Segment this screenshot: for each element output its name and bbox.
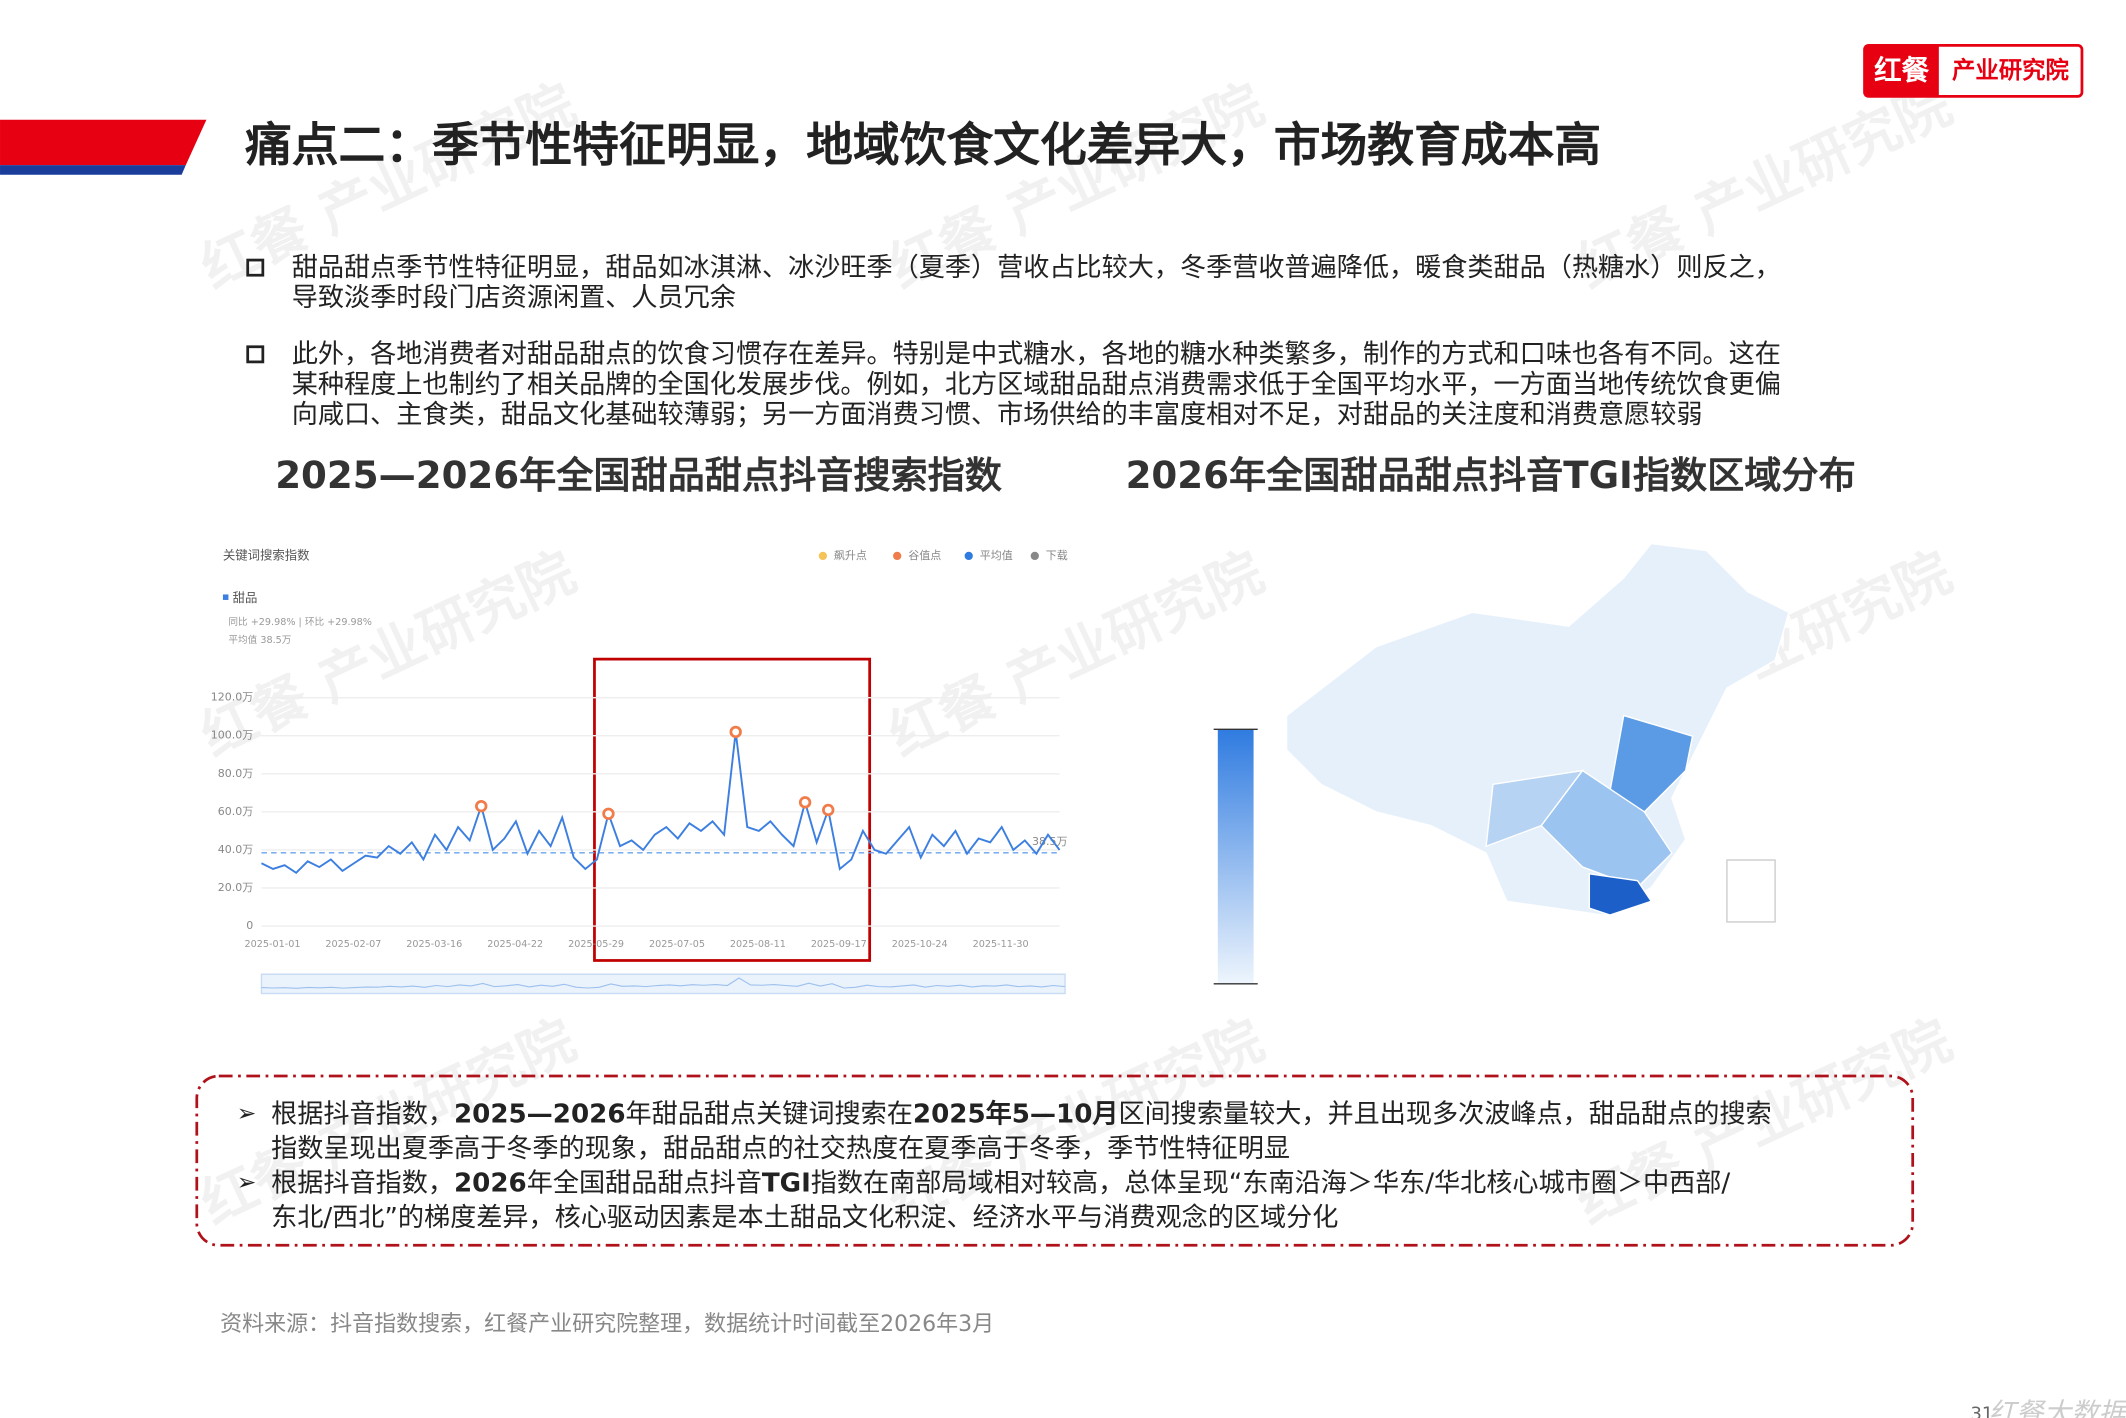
x-tick-label: 2025-03-16 [406, 939, 462, 950]
conclusion-segment: TGI [762, 1168, 811, 1198]
conclusion-segment: 指数呈现出夏季高于冬季的现象，甜品甜点的社交热度在夏季高于冬季，季节性特征明显 [271, 1133, 1290, 1163]
y-tick-label: 0 [246, 919, 253, 932]
peak-point [822, 803, 835, 817]
y-tick-label: 120.0万 [211, 691, 253, 704]
stats: 同比 +29.98% | 环比 +29.98% [228, 616, 372, 628]
conclusion-segment: 区间搜索量较大，并且出现多次波峰点，甜品甜点的搜索 [1119, 1099, 1772, 1129]
legend-swatch [964, 551, 973, 561]
legend-swatch [893, 551, 902, 561]
y-tick-label: 100.0万 [211, 729, 253, 742]
x-tick-label: 2025-10-24 [892, 939, 948, 950]
title: 痛点二：季节性特征明显，地域饮食文化差异大，市场教育成本高 [245, 119, 1601, 173]
peak-point [602, 807, 615, 820]
bullet-text: 此外，各地消费者对甜品甜点的饮食习惯存在差异。特别是中式糖水，各地的糖水种类繁多… [292, 340, 1781, 370]
legend-swatch [818, 551, 828, 561]
conclusion-segment: 年全国甜品甜点抖音 [527, 1168, 762, 1198]
page-number: 31 [1970, 1404, 1993, 1418]
conclusion-segment: 根据抖音指数， [271, 1099, 454, 1129]
x-tick-label: 2025-11-30 [973, 939, 1029, 950]
brand-mark: 红餐 [1874, 55, 1930, 87]
banner-stripe [0, 165, 186, 175]
bullet-marker [246, 345, 265, 364]
x-tick-label: 2025-07-05 [649, 939, 705, 950]
conclusion-text: 东北/西北”的梯度差异，核心驱动因素是本土甜品文化积淀、经济水平与消费观念的区域… [271, 1202, 1338, 1232]
x-tick-label: 2025-01-01 [245, 939, 301, 950]
legend-label: 平均值 [980, 549, 1013, 562]
conclusion-segment: 东北/西北”的梯度差异，核心驱动因素是本土甜品文化积淀、经济水平与消费观念的区域… [271, 1202, 1338, 1232]
legend-label: 谷值点 [908, 549, 941, 562]
legend-bar [1217, 729, 1254, 984]
bullet-marker [246, 258, 265, 277]
series-swatch [222, 594, 229, 600]
highlight-box [593, 657, 872, 962]
conclusion-segment: 根据抖音指数， [271, 1168, 454, 1198]
bullet-text: 某种程度上也制约了相关品牌的全国化发展步伐。例如，北方区域甜品甜点消费需求低于全… [292, 370, 1781, 400]
y-tick-label: 80.0万 [218, 767, 253, 780]
conclusion-segment: 指数在南部局域相对较高，总体呈现“东南沿海＞华东/华北核心城市圈＞中西部/ [811, 1168, 1731, 1198]
bullet-text: 导致淡季时段门店资源闲置、人员冗余 [292, 283, 736, 313]
brand-name: 产业研究院 [1952, 56, 2069, 84]
legend-label: 飙升点 [834, 548, 867, 562]
map [1213, 542, 1790, 985]
average-label: 平均值 38.5万 [228, 634, 291, 646]
legend-swatch [1030, 551, 1039, 561]
conclusion-segment: 2026 [454, 1168, 527, 1198]
x-tick-label: 2025-09-17 [811, 939, 867, 950]
x-tick-label: 2025-04-22 [487, 939, 543, 950]
bullet-text: 向咸口、主食类，甜品文化基础较薄弱；另一方面消费习惯、市场供给的丰富度相对不足，… [292, 400, 1703, 430]
legend-label: 下载 [1046, 549, 1068, 562]
conclusion-text: 根据抖音指数，2026年全国甜品甜点抖音TGI指数在南部局域相对较高，总体呈现“… [271, 1168, 1730, 1198]
conclusion-segment: 年甜品甜点关键词搜索在 [626, 1099, 913, 1129]
mini-line [261, 977, 1066, 989]
y-tick-label: 20.0万 [218, 881, 253, 894]
chart-title: 关键词搜索指数 [223, 547, 310, 562]
scrollbar [260, 973, 1066, 995]
x-tick-label: 2025-05-29 [568, 939, 624, 950]
banner [0, 119, 207, 166]
peak-point [729, 725, 742, 739]
watermark: 红餐 产业研究院 [879, 540, 1273, 769]
source: 资料来源：抖音指数搜索，红餐产业研究院整理，数据统计时间截至2026年3月 [220, 1312, 994, 1337]
peak-point [475, 799, 488, 813]
y-tick-label: 40.0万 [218, 843, 253, 856]
chart-title: 2025—2026年全国甜品甜点抖音搜索指数 [275, 454, 1003, 497]
x-tick-label: 2025-02-07 [325, 939, 381, 950]
x-tick-label: 2025-08-11 [730, 939, 786, 950]
conclusion-segment: 2025年5—10月 [913, 1098, 1119, 1129]
line [261, 731, 1061, 875]
conclusion-text: 根据抖音指数，2025—2026年甜品甜点关键词搜索在2025年5—10月区间搜… [271, 1098, 1772, 1129]
peak-point [798, 796, 812, 809]
series-name: 甜品 [233, 591, 258, 605]
arrow-marker: ➢ [237, 1099, 257, 1127]
conclusion-segment: 2025—2026 [454, 1099, 626, 1129]
footer-brand: 红餐大数据 [1988, 1398, 2126, 1418]
arrow-marker: ➢ [237, 1168, 257, 1196]
logo-mark [1864, 45, 1939, 97]
chart-title: 2026年全国甜品甜点抖音TGI指数区域分布 [1126, 454, 1856, 497]
conclusion-box [195, 1074, 1915, 1247]
y-tick-label: 60.0万 [218, 805, 253, 818]
bullet-text: 甜品甜点季节性特征明显，甜品如冰淇淋、冰沙旺季（夏季）营收占比较大，冬季营收普遍… [292, 253, 1781, 283]
conclusion-text: 指数呈现出夏季高于冬季的现象，甜品甜点的社交热度在夏季高于冬季，季节性特征明显 [271, 1133, 1290, 1163]
